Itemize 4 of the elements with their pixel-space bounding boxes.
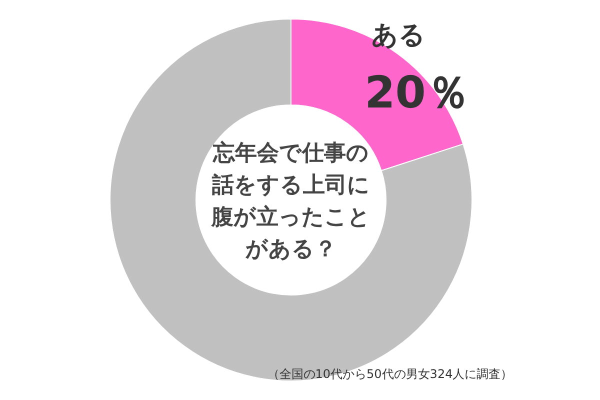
- data-label: 20％: [364, 67, 470, 118]
- text: 忘年会で仕事の話をする上司に腹が立ったことがある？: [210, 140, 370, 262]
- text: （全国の10代から50代の男女324人に調査）: [267, 367, 513, 381]
- slice-label: ある: [371, 20, 426, 50]
